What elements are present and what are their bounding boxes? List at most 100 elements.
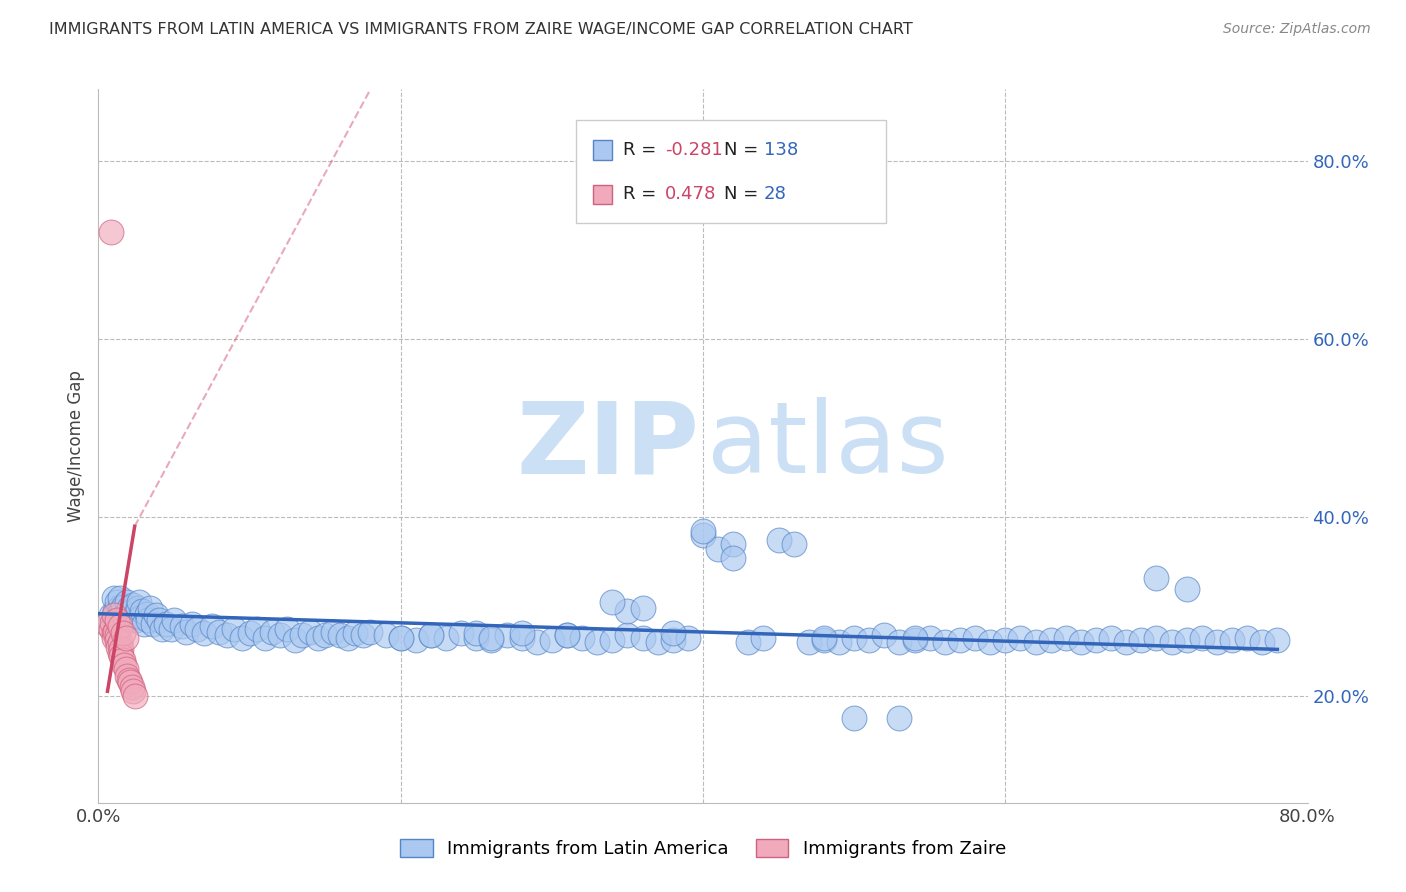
Point xyxy=(111,599,134,614)
Point xyxy=(107,640,129,654)
Point xyxy=(616,604,638,618)
Point xyxy=(128,595,150,609)
Point xyxy=(139,601,162,615)
Point xyxy=(481,631,503,645)
Text: 138: 138 xyxy=(763,141,799,159)
Point xyxy=(284,633,307,648)
Point xyxy=(828,635,851,649)
Legend: Immigrants from Latin America, Immigrants from Zaire: Immigrants from Latin America, Immigrant… xyxy=(401,838,1005,858)
Point xyxy=(1175,582,1198,596)
Point xyxy=(103,591,125,605)
Point xyxy=(181,617,204,632)
Point xyxy=(934,635,956,649)
Point xyxy=(723,537,745,551)
Point xyxy=(322,624,344,639)
Point xyxy=(1070,635,1092,649)
Point xyxy=(1251,635,1274,649)
Point xyxy=(1144,571,1167,585)
Point xyxy=(616,628,638,642)
Point xyxy=(844,631,866,645)
Point xyxy=(360,624,382,639)
Point xyxy=(111,626,134,640)
Point xyxy=(904,631,927,645)
Point xyxy=(495,628,517,642)
Point xyxy=(174,624,197,639)
Point xyxy=(965,631,987,645)
Point xyxy=(231,631,253,645)
Point xyxy=(314,628,336,642)
Point xyxy=(145,608,167,623)
Point xyxy=(797,635,820,649)
Point xyxy=(344,626,367,640)
Point xyxy=(114,607,136,621)
Text: atlas: atlas xyxy=(707,398,948,494)
Point xyxy=(125,613,148,627)
Point xyxy=(262,624,284,639)
Point xyxy=(555,628,578,642)
Point xyxy=(571,631,593,645)
Point xyxy=(112,610,135,624)
Point xyxy=(122,598,145,612)
Point xyxy=(170,619,193,633)
Point xyxy=(555,628,578,642)
Point xyxy=(105,633,128,648)
Point xyxy=(1010,631,1032,645)
Point xyxy=(1039,633,1062,648)
Point xyxy=(108,591,131,605)
Text: 0.478: 0.478 xyxy=(665,186,717,203)
Point xyxy=(737,635,759,649)
Point xyxy=(586,635,609,649)
Point xyxy=(291,628,314,642)
Point xyxy=(450,626,472,640)
Point xyxy=(602,595,624,609)
Point xyxy=(118,673,141,687)
Point xyxy=(405,633,427,648)
Point xyxy=(208,624,231,639)
Point xyxy=(844,711,866,725)
Text: Source: ZipAtlas.com: Source: ZipAtlas.com xyxy=(1223,22,1371,37)
Point xyxy=(676,631,699,645)
Point xyxy=(110,604,132,618)
Point xyxy=(540,633,562,648)
Point xyxy=(122,684,145,698)
Point xyxy=(160,622,183,636)
Point xyxy=(253,631,276,645)
Point xyxy=(193,626,215,640)
Point xyxy=(434,631,457,645)
Point xyxy=(136,613,159,627)
Text: 28: 28 xyxy=(763,186,786,203)
Point xyxy=(1175,633,1198,648)
Point xyxy=(276,622,298,636)
Point xyxy=(889,635,911,649)
Point xyxy=(1267,633,1289,648)
Point xyxy=(105,595,128,609)
Point xyxy=(752,631,775,645)
Point xyxy=(103,626,125,640)
Point xyxy=(103,608,125,623)
Point xyxy=(1054,631,1077,645)
Point xyxy=(1099,631,1122,645)
Point xyxy=(1191,631,1213,645)
Point xyxy=(246,622,269,636)
Text: ZIP: ZIP xyxy=(516,398,699,494)
Point xyxy=(121,680,143,694)
Point xyxy=(526,635,548,649)
Point xyxy=(108,646,131,660)
Point xyxy=(142,617,165,632)
Point xyxy=(104,604,127,618)
Text: R =: R = xyxy=(623,186,662,203)
Point xyxy=(1115,635,1137,649)
Point xyxy=(465,626,488,640)
Y-axis label: Wage/Income Gap: Wage/Income Gap xyxy=(66,370,84,522)
Point xyxy=(201,619,224,633)
Point xyxy=(215,628,238,642)
Point xyxy=(389,631,412,645)
Point xyxy=(1130,633,1153,648)
Text: IMMIGRANTS FROM LATIN AMERICA VS IMMIGRANTS FROM ZAIRE WAGE/INCOME GAP CORRELATI: IMMIGRANTS FROM LATIN AMERICA VS IMMIGRA… xyxy=(49,22,912,37)
Point xyxy=(124,689,146,703)
Point xyxy=(783,537,806,551)
Text: R =: R = xyxy=(623,141,662,159)
Point xyxy=(858,633,880,648)
Point xyxy=(299,624,322,639)
Point xyxy=(631,601,654,615)
